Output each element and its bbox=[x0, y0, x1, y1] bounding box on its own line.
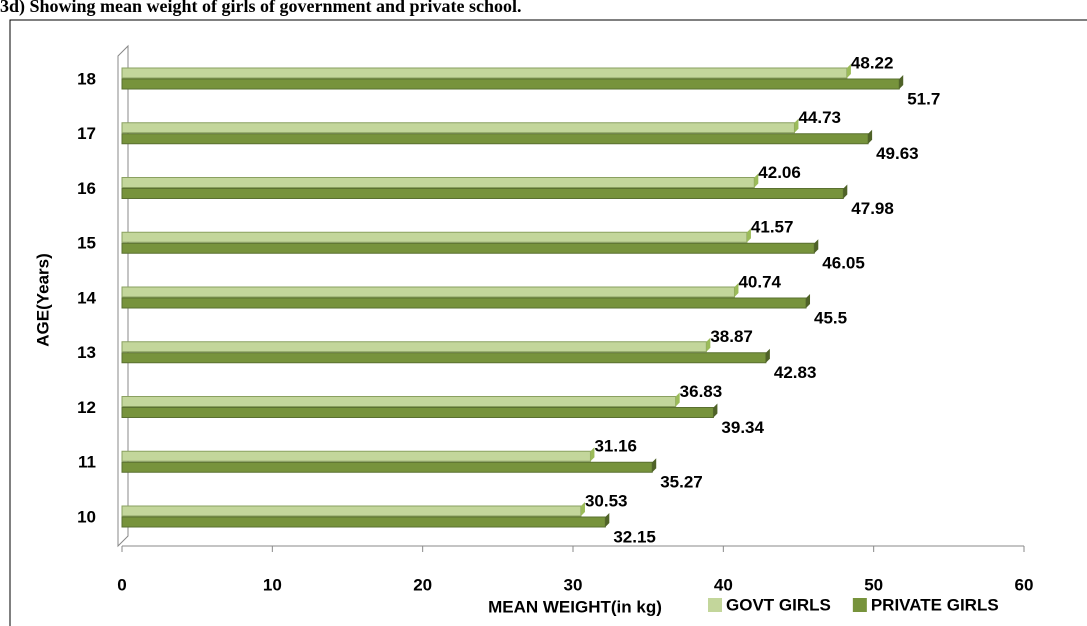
data-label: 39.34 bbox=[721, 418, 764, 437]
bar-end bbox=[899, 75, 904, 89]
data-label: 30.53 bbox=[585, 491, 628, 510]
bar-end bbox=[675, 392, 680, 407]
bar bbox=[121, 297, 807, 309]
bar bbox=[121, 450, 591, 462]
bar bbox=[121, 352, 767, 364]
data-label: 51.7 bbox=[907, 89, 940, 108]
x-tick-label: 10 bbox=[263, 575, 282, 594]
y-tick-label: 18 bbox=[77, 69, 96, 88]
y-axis-label: AGE(Years) bbox=[33, 253, 52, 347]
y-tick-label: 11 bbox=[78, 453, 96, 472]
x-axis-label: MEAN WEIGHT(in kg) bbox=[488, 597, 662, 616]
bar-end bbox=[806, 294, 811, 308]
bar bbox=[121, 461, 653, 473]
legend-label: PRIVATE GIRLS bbox=[871, 595, 999, 614]
data-label: 48.22 bbox=[851, 53, 894, 72]
bar bbox=[121, 242, 815, 254]
bar bbox=[121, 505, 582, 517]
x-tick-label: 60 bbox=[1015, 575, 1034, 594]
bar bbox=[121, 396, 677, 407]
bar bbox=[121, 188, 844, 199]
x-tick-label: 0 bbox=[117, 575, 126, 594]
data-label: 36.83 bbox=[680, 382, 723, 401]
data-label: 49.63 bbox=[876, 144, 919, 163]
chart-border bbox=[9, 19, 1087, 626]
bar-end bbox=[754, 173, 759, 188]
data-label: 44.73 bbox=[798, 108, 841, 127]
data-label: 38.87 bbox=[710, 327, 753, 346]
y-tick-label: 14 bbox=[77, 288, 96, 307]
data-label: 42.83 bbox=[774, 363, 817, 382]
x-tick-label: 30 bbox=[564, 575, 583, 594]
y-tick-label: 16 bbox=[77, 179, 96, 198]
data-label: 40.74 bbox=[738, 272, 781, 291]
legend-swatch bbox=[708, 598, 722, 612]
bar-end bbox=[868, 129, 873, 144]
data-label: 41.57 bbox=[751, 218, 794, 237]
bar-end bbox=[652, 458, 657, 473]
y-tick-label: 12 bbox=[77, 398, 96, 417]
bar-end bbox=[814, 239, 819, 254]
bar bbox=[121, 78, 900, 90]
y-tick-label: 15 bbox=[77, 234, 96, 253]
bar-end bbox=[765, 348, 770, 363]
bar-end bbox=[734, 283, 739, 297]
bar-end bbox=[843, 184, 848, 199]
bar-end bbox=[706, 337, 711, 352]
x-tick-label: 20 bbox=[413, 575, 432, 594]
data-label: 45.5 bbox=[814, 308, 847, 327]
bar-end bbox=[605, 513, 610, 527]
bar bbox=[121, 67, 848, 79]
bar-end bbox=[794, 118, 799, 133]
y-tick-label: 10 bbox=[77, 507, 96, 526]
bar bbox=[121, 516, 606, 528]
bar bbox=[121, 341, 707, 353]
data-label: 31.16 bbox=[594, 437, 637, 456]
y-tick-label: 13 bbox=[77, 343, 96, 362]
data-label: 46.05 bbox=[822, 254, 865, 273]
data-label: 47.98 bbox=[851, 199, 894, 218]
legend-label: GOVT GIRLS bbox=[726, 595, 831, 614]
data-label: 42.06 bbox=[758, 163, 801, 182]
bar-end bbox=[746, 228, 751, 243]
bar bbox=[121, 231, 748, 243]
x-tick-label: 50 bbox=[864, 575, 883, 594]
bar-end bbox=[590, 447, 595, 462]
bar bbox=[121, 177, 755, 188]
bar-end bbox=[713, 403, 718, 418]
bar bbox=[121, 407, 714, 418]
bar bbox=[121, 122, 795, 134]
y-tick-label: 17 bbox=[77, 124, 96, 143]
data-label: 35.27 bbox=[660, 473, 703, 492]
bar-end bbox=[846, 64, 851, 78]
x-tick-label: 40 bbox=[714, 575, 733, 594]
bar bbox=[121, 286, 735, 298]
bar bbox=[121, 133, 869, 145]
bar-end bbox=[580, 502, 585, 516]
data-label: 32.15 bbox=[613, 527, 656, 546]
chart-title: 3d) Showing mean weight of girls of gove… bbox=[0, 0, 522, 17]
legend-swatch bbox=[852, 598, 867, 612]
